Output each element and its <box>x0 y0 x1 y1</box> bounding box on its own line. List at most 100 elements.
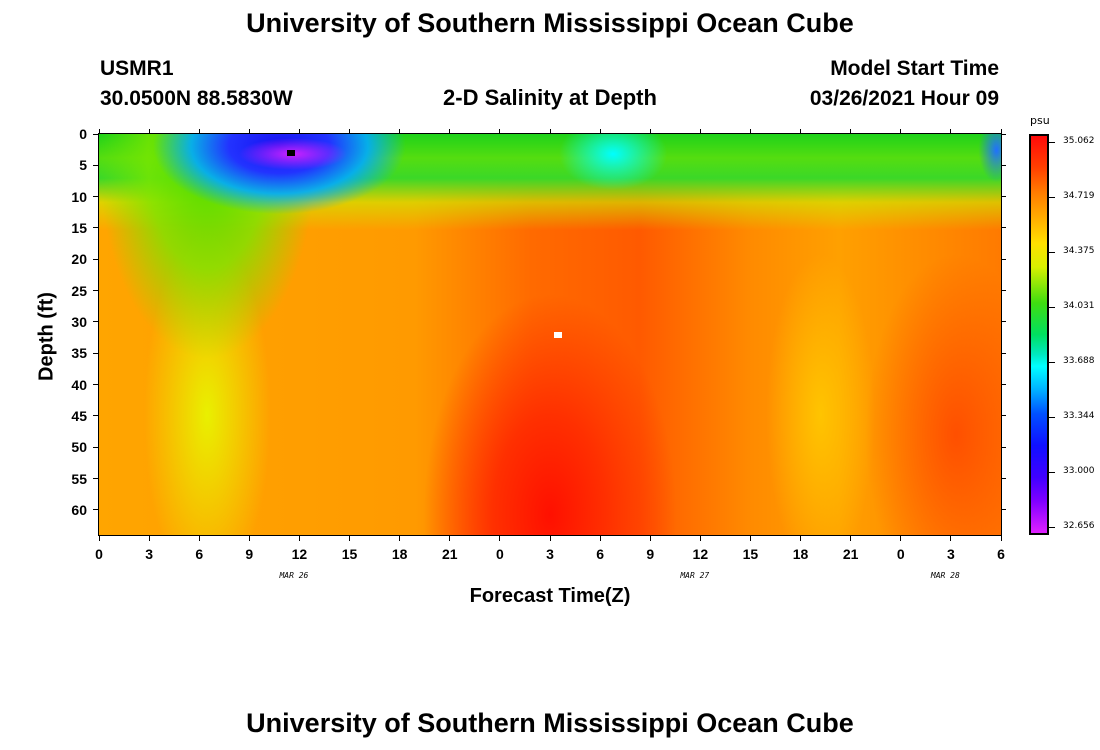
top-title: University of Southern Mississippi Ocean… <box>246 8 854 38</box>
model-start-value: 03/26/2021 Hour 09 <box>809 87 999 110</box>
y-tick-right <box>1001 290 1006 292</box>
y-tick-label: 55 <box>71 470 87 487</box>
y-tick-right <box>1001 478 1006 480</box>
y-tick <box>93 290 99 292</box>
colorbar-unit: psu <box>1030 114 1050 127</box>
x-tick-top <box>399 129 401 134</box>
y-tick-label: 60 <box>71 501 87 518</box>
x-tick <box>549 535 551 541</box>
x-tick-label: 18 <box>391 546 408 562</box>
x-tick <box>900 535 902 541</box>
x-tick <box>649 535 651 541</box>
y-tick-label: 20 <box>71 251 87 268</box>
x-tick <box>198 535 200 541</box>
x-tick-top <box>649 129 651 134</box>
y-tick <box>93 227 99 229</box>
x-tick <box>950 535 952 541</box>
station-coords: 30.0500N 88.5830W <box>100 87 293 110</box>
y-tick-right <box>1001 384 1006 386</box>
x-tick <box>699 535 701 541</box>
x-tick-top <box>198 129 200 134</box>
y-tick-right <box>1001 509 1006 511</box>
x-tick <box>298 535 300 541</box>
x-tick <box>98 535 100 541</box>
y-tick-label: 25 <box>71 282 87 299</box>
colorbar-label: 34.031 <box>1063 301 1095 311</box>
date-label: MAR 27 <box>680 571 710 580</box>
y-axis-title: Depth (ft) <box>35 292 58 381</box>
colorbar-label: 33.344 <box>1063 411 1095 421</box>
y-tick <box>93 133 99 135</box>
date-label: MAR 28 <box>930 571 960 580</box>
x-tick-label: 21 <box>842 546 859 562</box>
x-tick-top <box>349 129 351 134</box>
colorbar-label: 34.719 <box>1063 191 1095 201</box>
y-tick-label: 45 <box>71 407 87 424</box>
x-tick <box>599 535 601 541</box>
x-tick-label: 0 <box>495 546 504 562</box>
x-tick-top <box>599 129 601 134</box>
x-tick-label: 21 <box>441 546 458 562</box>
colorbar-tick <box>1049 306 1055 308</box>
plot-title: 2-D Salinity at Depth <box>443 85 657 110</box>
x-tick <box>800 535 802 541</box>
y-tick <box>93 415 99 417</box>
x-tick-top <box>449 129 451 134</box>
y-tick-right <box>1001 227 1006 229</box>
station-id: USMR1 <box>100 57 174 80</box>
x-tick-label: 9 <box>646 546 655 562</box>
y-tick-right <box>1001 258 1006 260</box>
y-tick-right <box>1001 164 1006 166</box>
x-tick-top <box>148 129 150 134</box>
x-tick-top <box>800 129 802 134</box>
colorbar-tick <box>1049 526 1055 528</box>
x-tick <box>248 535 250 541</box>
min-salinity-marker <box>287 149 296 156</box>
colorbar-tick <box>1049 361 1055 363</box>
x-tick-top <box>699 129 701 134</box>
x-tick-label: 18 <box>792 546 809 562</box>
x-tick-label: 0 <box>95 546 103 562</box>
colorbar-label: 33.000 <box>1063 466 1095 476</box>
max-salinity-marker <box>554 331 563 338</box>
y-tick <box>93 446 99 448</box>
colorbar-tick <box>1049 141 1055 143</box>
y-tick-right <box>1001 415 1006 417</box>
x-tick-label: 12 <box>692 546 709 562</box>
y-tick <box>93 321 99 323</box>
y-tick <box>93 258 99 260</box>
x-tick-label: 0 <box>896 546 905 562</box>
y-tick <box>93 509 99 511</box>
date-label: MAR 26 <box>279 571 309 580</box>
x-tick-label: 3 <box>946 546 955 562</box>
x-tick-top <box>248 129 250 134</box>
x-tick-label: 15 <box>341 546 358 562</box>
x-tick-label: 6 <box>596 546 604 562</box>
x-tick <box>349 535 351 541</box>
x-tick-top <box>98 129 100 134</box>
model-start-label: Model Start Time <box>830 57 999 80</box>
x-axis-title: Forecast Time(Z) <box>469 585 631 607</box>
x-tick <box>850 535 852 541</box>
x-tick-top <box>950 129 952 134</box>
x-tick-label: 3 <box>145 546 153 562</box>
x-tick-top <box>1000 129 1002 134</box>
x-tick-top <box>298 129 300 134</box>
x-tick <box>1000 535 1002 541</box>
colorbar-tick <box>1049 196 1055 198</box>
y-tick-right <box>1001 446 1006 448</box>
y-tick-right <box>1001 352 1006 354</box>
y-tick-label: 50 <box>71 439 87 456</box>
y-tick-right <box>1001 321 1006 323</box>
colorbar-label: 34.375 <box>1063 246 1095 256</box>
x-tick-top <box>900 129 902 134</box>
x-tick-top <box>749 129 751 134</box>
x-tick <box>449 535 451 541</box>
x-tick <box>499 535 501 541</box>
salinity-heatmap <box>98 133 1002 536</box>
colorbar-label: 32.656 <box>1063 521 1095 531</box>
x-tick-label: 12 <box>291 546 308 562</box>
x-tick-label: 15 <box>742 546 759 562</box>
y-tick <box>93 196 99 198</box>
y-tick <box>93 352 99 354</box>
